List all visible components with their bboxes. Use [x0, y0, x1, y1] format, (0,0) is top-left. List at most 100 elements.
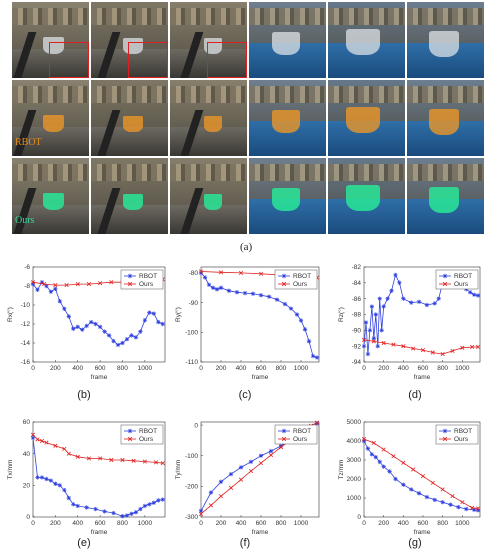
data-point	[471, 292, 477, 297]
data-point	[86, 456, 92, 461]
ship-model	[123, 116, 144, 132]
data-point	[365, 446, 371, 451]
data-point	[381, 304, 386, 309]
data-point	[129, 511, 134, 517]
photo-cell	[407, 2, 484, 78]
x-tick-label: 200	[50, 365, 61, 372]
data-point	[210, 285, 216, 290]
chart-caption: (d)	[408, 389, 421, 401]
data-point	[66, 451, 71, 456]
legend-label: Ours	[293, 436, 308, 443]
data-point	[282, 301, 288, 307]
data-point	[379, 328, 384, 333]
data-point	[450, 348, 455, 353]
data-point	[250, 291, 256, 296]
legend-label: Ours	[139, 436, 154, 443]
y-tick-label: -86	[352, 296, 362, 303]
row-label: RBOT	[15, 137, 42, 148]
x-tick-label: 1000	[138, 365, 153, 372]
data-point	[142, 318, 148, 323]
data-point	[133, 510, 139, 515]
data-point	[80, 327, 85, 332]
data-point	[373, 454, 378, 460]
photo-cell	[249, 80, 326, 156]
ship-model	[346, 107, 381, 134]
data-point	[75, 503, 80, 509]
data-point	[373, 312, 378, 317]
data-point	[84, 505, 89, 510]
y-axis-label: Ty/mm	[175, 460, 182, 480]
y-tick-label: -90	[189, 300, 199, 307]
data-point	[470, 505, 475, 510]
data-point	[288, 306, 294, 311]
data-point	[430, 350, 435, 355]
legend-label: RBOT	[454, 273, 472, 280]
y-tick-label: -200	[185, 484, 198, 491]
data-point	[369, 452, 375, 457]
ship-model	[123, 194, 144, 210]
y-tick-label: -94	[352, 359, 362, 366]
data-point	[228, 471, 234, 477]
data-point	[408, 300, 414, 305]
y-tick-label: -84	[352, 280, 362, 287]
y-tick-label: -8	[24, 283, 30, 290]
x-tick-label: 0	[362, 520, 366, 527]
x-axis-label: frame	[252, 529, 269, 536]
chart-c: 0 200 400 600 800 1000 -80 -90 -100 -110 frame Ry(°…	[174, 266, 320, 401]
y-tick-label: -300	[185, 514, 198, 521]
zoom-box	[127, 41, 168, 78]
data-point	[53, 481, 58, 486]
data-point	[226, 288, 232, 293]
data-point	[310, 353, 316, 359]
y-tick-label: 2000	[347, 476, 362, 483]
x-tick-label: 0	[199, 365, 203, 372]
data-point	[401, 460, 406, 465]
data-point	[71, 502, 76, 507]
x-tick-label: 1000	[455, 365, 470, 372]
data-point	[151, 500, 157, 505]
data-point	[120, 514, 125, 519]
ship-model	[42, 192, 65, 210]
y-tick-label: 3000	[347, 457, 362, 464]
data-point	[436, 296, 441, 301]
data-point	[71, 326, 76, 331]
data-point	[84, 323, 89, 329]
data-point	[387, 469, 392, 474]
ship-model	[272, 32, 300, 56]
y-tick-label: -82	[352, 264, 362, 271]
data-point	[460, 345, 465, 350]
x-tick-label: 800	[437, 365, 448, 372]
chart-caption: (b)	[77, 389, 90, 401]
x-tick-label: 400	[236, 520, 247, 527]
chart-caption: (g)	[408, 537, 421, 549]
data-point	[258, 293, 264, 298]
y-tick-label: 4000	[347, 438, 362, 445]
x-tick-label: 400	[72, 365, 83, 372]
x-tick-label: 600	[418, 365, 429, 372]
y-tick-label: -16	[21, 359, 31, 366]
x-tick-label: 1000	[294, 520, 309, 527]
data-point	[120, 340, 125, 346]
x-axis-label: frame	[91, 529, 108, 536]
data-point	[393, 476, 398, 482]
data-point	[416, 491, 422, 496]
data-point	[294, 312, 300, 317]
data-point	[131, 458, 136, 463]
x-tick-label: 600	[95, 365, 106, 372]
x-tick-label: 600	[418, 520, 429, 527]
data-point	[361, 337, 367, 342]
legend-label: RBOT	[293, 273, 311, 280]
x-tick-label: 0	[31, 520, 35, 527]
y-tick-label: 0	[194, 422, 198, 429]
data-point	[115, 342, 121, 348]
data-point	[62, 446, 67, 451]
data-point	[442, 273, 448, 279]
data-point	[424, 494, 430, 500]
x-tick-label: 800	[117, 365, 128, 372]
y-tick-label: 0	[26, 514, 30, 521]
ship-model	[203, 116, 223, 132]
x-tick-label: 600	[256, 365, 267, 372]
data-point	[124, 513, 130, 518]
